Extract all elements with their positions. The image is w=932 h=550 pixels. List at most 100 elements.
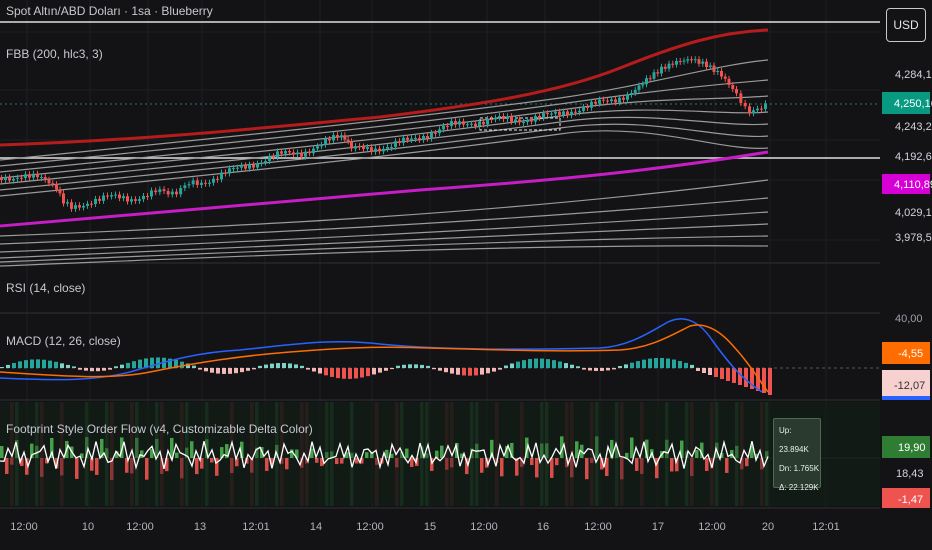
candle-body (582, 106, 585, 111)
candle-body (637, 85, 641, 90)
orderflow-bar (410, 458, 414, 467)
candle-body (187, 184, 191, 186)
candle-body (410, 138, 413, 140)
orderflow-bar (345, 452, 349, 458)
macd-histogram-bar (474, 368, 478, 376)
macd-pane (0, 318, 772, 395)
macd-histogram-bar (198, 368, 202, 370)
macd-histogram-bar (402, 364, 406, 368)
candle-body (142, 195, 145, 200)
macd-histogram-bar (72, 366, 76, 368)
candle-body (346, 139, 350, 142)
candle-body (764, 103, 767, 110)
macd-histogram-bar (396, 365, 400, 368)
candle-body (602, 99, 605, 101)
orderflow-bar (480, 458, 484, 473)
candle-body (122, 196, 125, 199)
candle-body (446, 126, 449, 128)
macd-histogram-bar (228, 368, 232, 374)
macd-histogram-bar (534, 358, 538, 368)
candle-body (20, 177, 23, 179)
orderflow-column-shade (425, 402, 429, 506)
candle-body (598, 99, 601, 104)
candle-body (340, 135, 343, 138)
macd-histogram-bar (306, 368, 310, 370)
fbb-label[interactable]: FBB (200, hlc3, 3) (6, 47, 103, 61)
candle-body (506, 116, 509, 119)
macd-histogram-bar (204, 368, 208, 372)
candle-body (462, 121, 465, 125)
macd-histogram-bar (504, 365, 508, 368)
macd-histogram-bar (378, 368, 382, 373)
macd-label[interactable]: MACD (12, 26, close) (6, 334, 121, 348)
candle-body (232, 168, 235, 170)
orderflow-up: Up: 23.894K (779, 426, 809, 454)
candle-body (712, 65, 716, 72)
orderflow-column-shade (400, 402, 404, 506)
candle-body (55, 184, 58, 190)
candle-body (394, 141, 397, 147)
macd-histogram-bar (726, 368, 730, 381)
candle-body (70, 202, 73, 209)
candle-body (382, 148, 385, 152)
macd-histogram-bar (684, 362, 688, 368)
currency-button[interactable]: USD (886, 8, 926, 42)
candle-body (312, 148, 315, 154)
macd-histogram-bar (180, 361, 184, 368)
candle-body (332, 135, 335, 141)
candle-body (554, 111, 557, 114)
fbb-lower-sub-band (0, 245, 769, 267)
orderflow-bar (435, 450, 439, 458)
candle-body (660, 66, 663, 74)
orderflow-bar (700, 442, 704, 458)
rsi-label[interactable]: RSI (14, close) (6, 281, 86, 295)
candle-body (162, 189, 166, 192)
candle-body (430, 132, 433, 139)
candle-body (47, 179, 51, 184)
orderflow-column-shade (325, 402, 329, 506)
macd-histogram-bar (366, 368, 370, 377)
macd-signal-line (0, 324, 769, 393)
macd-histogram-bar (636, 361, 640, 368)
orderflow-bar (510, 442, 514, 458)
macd-histogram-bar (720, 368, 724, 379)
candle-body (731, 84, 735, 89)
macd-histogram-bar (540, 358, 544, 368)
candle-body (618, 97, 621, 103)
orderflow-column-shade (665, 402, 669, 506)
candle-body (179, 188, 183, 195)
candle-body (256, 163, 259, 168)
macd-histogram-bar (120, 364, 124, 368)
orderflow-column-shade (735, 402, 739, 506)
macd-histogram-bar (630, 362, 634, 368)
macd-histogram-bar (84, 368, 88, 371)
orderflow-bar (575, 441, 579, 458)
macd-histogram-bar (642, 359, 646, 368)
orderflow-bar (20, 458, 24, 467)
macd-histogram-bar (192, 365, 196, 368)
orderflow-column-shade (710, 402, 714, 506)
orderflow-bar (95, 458, 99, 475)
orderflow-value-label: 18,43 (896, 468, 924, 480)
candle-body (578, 110, 581, 113)
macd-histogram-bar (522, 360, 526, 368)
macd-histogram-bar (480, 368, 484, 375)
candle-body (614, 99, 617, 103)
candle-body (170, 191, 174, 195)
time-axis-label: 12:01 (812, 521, 840, 533)
candle-body (296, 152, 299, 155)
macd-histogram-bar (300, 365, 304, 368)
orderflow-label[interactable]: Footprint Style Order Flow (v4, Customiz… (6, 422, 313, 436)
macd-histogram-bar (666, 358, 670, 368)
candle-body (216, 178, 219, 180)
basis-price-label: 4,110,89 (894, 179, 932, 191)
orderflow-bar (645, 439, 649, 458)
candle-body (228, 168, 231, 174)
candle-body (570, 111, 573, 116)
candle-body (191, 180, 195, 185)
candle-body (458, 121, 461, 125)
macd-histogram-bar (708, 368, 712, 375)
candle-body (675, 61, 678, 65)
candle-body (645, 78, 648, 85)
